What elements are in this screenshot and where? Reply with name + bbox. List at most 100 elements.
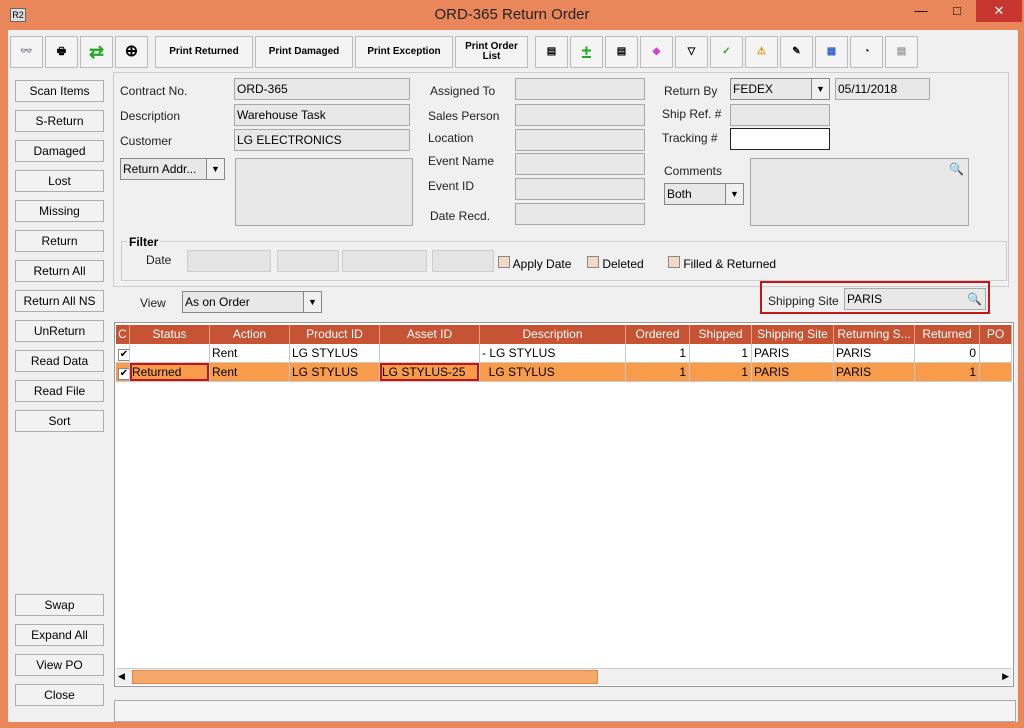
date-op-dropdown[interactable] (187, 250, 271, 272)
cell-returned[interactable]: 1 (915, 363, 980, 382)
funnel-icon[interactable]: ▽ (675, 36, 708, 68)
scroll-left-icon[interactable]: ◀ (118, 671, 125, 681)
sales-person-field[interactable] (515, 104, 645, 126)
cell-ordered[interactable]: 1 (626, 363, 690, 382)
description-field[interactable]: Warehouse Task (234, 104, 410, 126)
cell-action[interactable]: Rent (210, 344, 290, 363)
event-name-field[interactable] (515, 153, 645, 175)
printer-icon[interactable]: 🖶 (45, 36, 78, 68)
print-exception-button[interactable]: Print Exception (355, 36, 453, 68)
column-header-asset-id[interactable]: Asset ID (380, 325, 480, 344)
cell-returned[interactable]: 0 (915, 344, 980, 363)
cell-product[interactable]: LG STYLUS (290, 363, 380, 382)
shipping-site-field[interactable]: PARIS 🔍 (844, 288, 986, 310)
return-addr-dropdown[interactable]: Return Addr... ▼ (120, 158, 225, 180)
scrollbar-thumb[interactable] (132, 670, 598, 684)
column-header-ordered[interactable]: Ordered (626, 325, 690, 344)
sidebar-button-swap[interactable]: Swap (15, 594, 104, 616)
return-date-field[interactable]: 05/11/2018 (835, 78, 930, 100)
assigned-to-field[interactable] (515, 78, 645, 100)
add-remove-icon[interactable]: ± (570, 36, 603, 68)
apply-date-checkbox[interactable]: Apply Date (498, 256, 571, 271)
sidebar-button-missing[interactable]: Missing (15, 200, 104, 222)
print-order-list-button[interactable]: Print Order List (455, 36, 528, 68)
cell-shipped[interactable]: 1 (690, 363, 752, 382)
ship-ref-field[interactable] (730, 104, 830, 126)
cell-ship-site[interactable]: PARIS (752, 344, 834, 363)
date-period-dropdown[interactable] (342, 250, 427, 272)
return-address-box[interactable] (235, 158, 413, 226)
cell-return-site[interactable]: PARIS (834, 363, 915, 382)
column-header-po[interactable]: PO (980, 325, 1012, 344)
search-icon[interactable]: 🔍 (949, 162, 964, 176)
sidebar-button-lost[interactable]: Lost (15, 170, 104, 192)
cell-ordered[interactable]: 1 (626, 344, 690, 363)
edit-note-icon[interactable]: ✎ (780, 36, 813, 68)
print-damaged-button[interactable]: Print Damaged (255, 36, 353, 68)
cell-shipped[interactable]: 1 (690, 344, 752, 363)
column-header-shipping-site[interactable]: Shipping Site (752, 325, 834, 344)
date-to-field[interactable] (432, 250, 494, 272)
scanner-alert-icon[interactable]: ▤ (605, 36, 638, 68)
column-header-c[interactable]: C (116, 325, 130, 344)
scanner-icon[interactable]: ▤ (535, 36, 568, 68)
deleted-checkbox[interactable]: Deleted (587, 256, 644, 271)
zoom-icon[interactable]: ⊕ (115, 36, 148, 68)
sidebar-button-s-return[interactable]: S-Return (15, 110, 104, 132)
cell-product[interactable]: LG STYLUS (290, 344, 380, 363)
close-window-button[interactable]: ✕ (976, 0, 1022, 22)
customer-field[interactable]: LG ELECTRONICS (234, 129, 410, 151)
event-id-field[interactable] (515, 178, 645, 200)
sidebar-button-read-data[interactable]: Read Data (15, 350, 104, 372)
date-from-field[interactable] (277, 250, 339, 272)
binoculars-icon[interactable]: 👓 (10, 36, 43, 68)
eraser-icon[interactable]: ◆ (640, 36, 673, 68)
cell-asset[interactable] (380, 344, 480, 363)
column-header-status[interactable]: Status (130, 325, 210, 344)
sidebar-button-return[interactable]: Return (15, 230, 104, 252)
sidebar-button-scan-items[interactable]: Scan Items (15, 80, 104, 102)
row-checkbox[interactable]: ✔ (116, 344, 130, 363)
view-dropdown[interactable]: As on Order ▼ (182, 291, 322, 313)
cell-status[interactable]: Returned (130, 363, 210, 382)
print-returned-button[interactable]: Print Returned (155, 36, 253, 68)
date-recd-field[interactable] (515, 203, 645, 225)
maximize-button[interactable]: □ (953, 3, 961, 18)
sidebar-button-return-all[interactable]: Return All (15, 260, 104, 282)
sidebar-button-expand-all[interactable]: Expand All (15, 624, 104, 646)
tracking-field[interactable] (730, 128, 830, 150)
column-header-returned[interactable]: Returned (915, 325, 980, 344)
filter-check-icon[interactable]: ✓ (710, 36, 743, 68)
refresh-icon[interactable]: ⇄ (80, 36, 113, 68)
contract-field[interactable]: ORD-365 (234, 78, 410, 100)
cell-ship-site[interactable]: PARIS (752, 363, 834, 382)
search-icon[interactable]: 🔍 (967, 292, 982, 306)
row-checkbox[interactable]: ✔ (116, 363, 130, 382)
cell-status[interactable] (130, 344, 210, 363)
column-header-action[interactable]: Action (210, 325, 290, 344)
comments-filter-dropdown[interactable]: Both ▼ (664, 183, 744, 205)
sidebar-button-read-file[interactable]: Read File (15, 380, 104, 402)
sidebar-button-unreturn[interactable]: UnReturn (15, 320, 104, 342)
filled-returned-checkbox[interactable]: Filled & Returned (668, 256, 776, 271)
column-header-returning-s-[interactable]: Returning S... (834, 325, 915, 344)
sidebar-button-view-po[interactable]: View PO (15, 654, 104, 676)
cell-asset[interactable]: LG STYLUS-25 (380, 363, 480, 382)
cell-po[interactable] (980, 363, 1012, 382)
location-field[interactable] (515, 129, 645, 151)
minimize-button[interactable]: — (914, 3, 928, 18)
cell-description[interactable]: - LG STYLUS (480, 344, 626, 363)
cell-action[interactable]: Rent (210, 363, 290, 382)
scroll-right-icon[interactable]: ▶ (1002, 671, 1009, 681)
sidebar-button-return-all-ns[interactable]: Return All NS (15, 290, 104, 312)
sidebar-button-sort[interactable]: Sort (15, 410, 104, 432)
return-by-dropdown[interactable]: FEDEX ▼ (730, 78, 830, 100)
gauge-icon[interactable]: ◔ (850, 36, 883, 68)
sidebar-button-close[interactable]: Close (15, 684, 104, 706)
column-header-shipped[interactable]: Shipped (690, 325, 752, 344)
horizontal-scrollbar[interactable]: ◀ ▶ (116, 668, 1012, 685)
comments-box[interactable]: 🔍 (750, 158, 969, 226)
cell-return-site[interactable]: PARIS (834, 344, 915, 363)
warning-icon[interactable]: ⚠ (745, 36, 778, 68)
sidebar-button-damaged[interactable]: Damaged (15, 140, 104, 162)
